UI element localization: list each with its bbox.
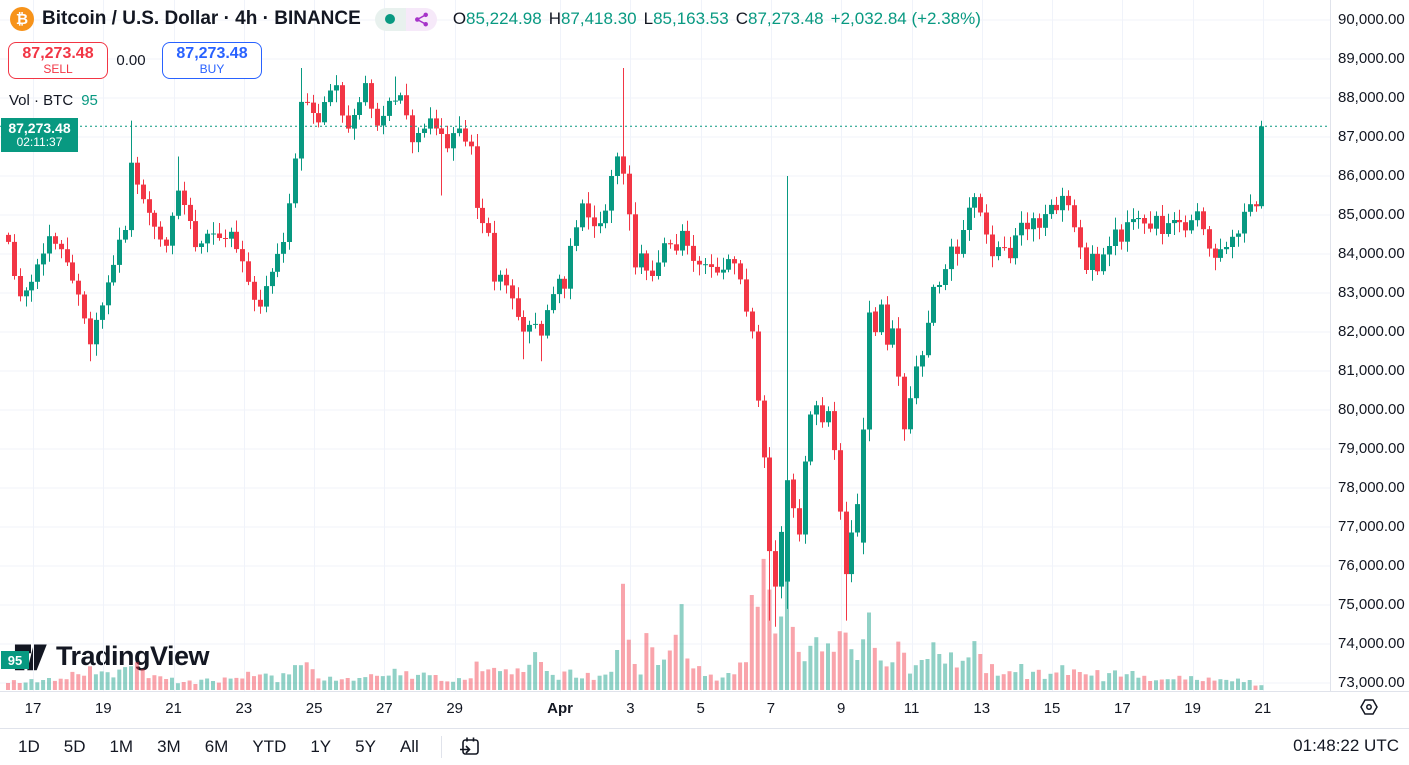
volume-legend: Vol · BTC 95 [9, 92, 98, 109]
current-price-badge: 87,273.48 02:11:37 [1, 118, 78, 152]
buy-label: BUY [199, 61, 225, 76]
price-tick: 78,000.00 [1338, 479, 1405, 496]
watermark: TradingView [14, 641, 210, 672]
ohlc-key: L [643, 9, 654, 28]
clock[interactable]: 01:48:22 UTC [1293, 736, 1399, 755]
price-tick: 74,000.00 [1338, 635, 1405, 652]
spread-value: 0.00 [116, 52, 146, 69]
goto-date-button[interactable] [458, 735, 482, 759]
price-tick: 77,000.00 [1338, 518, 1405, 535]
sell-button[interactable]: 87,273.48 SELL [8, 42, 108, 79]
ohlc-value: 87,273.48 [748, 9, 824, 28]
range-button-5y[interactable]: 5Y [355, 737, 376, 756]
ohlc-key: C [735, 9, 748, 28]
price-tick: 79,000.00 [1338, 440, 1405, 457]
time-tick: 21 [165, 700, 182, 717]
market-status-button[interactable] [374, 7, 406, 31]
price-tick: 89,000.00 [1338, 50, 1405, 67]
sell-label: SELL [43, 61, 73, 76]
price-tick: 80,000.00 [1338, 401, 1405, 418]
volume-badge: 95 [1, 651, 29, 669]
price-tick: 82,000.00 [1338, 323, 1405, 340]
time-tick: 13 [973, 700, 991, 717]
ohlc-change: +2,032.84 (+2.38%) [830, 9, 981, 28]
toolbar-divider [440, 736, 442, 758]
watermark-text: TradingView [56, 641, 210, 671]
bottom-toolbar: 1D 5D 1M 3M 6M YTD 1Y 5Y All 01:48:22 UTC [0, 728, 1409, 765]
price-tick: 84,000.00 [1338, 245, 1405, 262]
symbol-header: ₿ Bitcoin / U.S. Dollar · 4h · BINANCE O… [10, 7, 981, 31]
range-button-1y[interactable]: 1Y [310, 737, 332, 756]
time-tick: 29 [446, 700, 464, 717]
ohlc-value: 85,224.98 [466, 9, 542, 28]
share-icon [414, 12, 428, 26]
ohlc-value: 87,418.30 [560, 9, 637, 28]
range-button-6m[interactable]: 6M [204, 737, 229, 756]
price-tick: 75,000.00 [1338, 596, 1405, 613]
volume-label: Vol · BTC [9, 92, 74, 109]
price-tick: 76,000.00 [1338, 557, 1405, 574]
hexagon-settings-icon [1360, 699, 1378, 715]
price-tick: 90,000.00 [1338, 11, 1405, 28]
price-tick: 85,000.00 [1338, 206, 1405, 223]
time-tick: 11 [903, 700, 920, 717]
range-button-all[interactable]: All [399, 737, 419, 756]
market-status-dot-icon [385, 14, 396, 24]
calendar-goto-icon [459, 737, 479, 755]
time-tick: 5 [696, 700, 705, 717]
share-button[interactable] [405, 7, 437, 31]
current-price: 87,273.48 [8, 120, 71, 137]
time-tick: 15 [1043, 700, 1061, 717]
volume-value: 95 [81, 92, 98, 109]
ohlc-key: H [548, 9, 561, 28]
price-tick: 81,000.00 [1338, 362, 1405, 379]
axis-settings-button[interactable] [1358, 696, 1380, 723]
range-button-3m[interactable]: 3M [157, 737, 181, 756]
price-tick: 86,000.00 [1338, 167, 1405, 184]
status-share-pill [374, 7, 437, 31]
time-tick: 17 [1113, 700, 1131, 717]
symbol-title[interactable]: Bitcoin / U.S. Dollar · 4h · BINANCE [42, 8, 361, 29]
range-button-ytd[interactable]: YTD [252, 737, 287, 756]
time-tick: 23 [235, 700, 253, 717]
time-tick: 21 [1254, 700, 1272, 717]
bitcoin-logo-icon: ₿ [10, 7, 34, 31]
price-tick: 88,000.00 [1338, 89, 1405, 106]
price-tick: 73,000.00 [1338, 674, 1405, 691]
buy-price: 87,273.48 [176, 45, 248, 63]
time-tick: 19 [94, 700, 112, 717]
time-tick: 17 [24, 700, 42, 717]
price-tick: 83,000.00 [1338, 284, 1405, 301]
time-tick: 3 [626, 700, 635, 717]
bar-countdown: 02:11:37 [16, 135, 63, 150]
buy-button[interactable]: 87,273.48 BUY [162, 42, 262, 79]
range-button-1m[interactable]: 1M [109, 737, 134, 756]
sell-price: 87,273.48 [22, 45, 94, 63]
time-tick: 25 [305, 700, 323, 717]
chart-canvas[interactable] [0, 0, 1330, 691]
ohlc-value: 85,163.53 [653, 9, 729, 28]
price-tick: 87,000.00 [1338, 128, 1405, 145]
ohlc-legend: O85,224.98 H87,418.30 L85,163.53 C87,273.48… [453, 9, 981, 29]
date-range-switcher: 1D 5D 1M 3M 6M YTD 1Y 5Y All [18, 737, 419, 757]
time-tick: 9 [837, 700, 846, 717]
range-button-1d[interactable]: 1D [18, 737, 40, 756]
time-tick: 7 [766, 700, 776, 717]
time-tick: 19 [1184, 700, 1201, 717]
price-axis[interactable]: 90,000.00 89,000.00 88,000.00 87,000.00 86,0… [1330, 0, 1409, 691]
time-axis[interactable]: 17 19 21 23 25 27 29 Apr 3 5 7 9 11 13 15 17 19 21 [0, 691, 1409, 728]
ohlc-key: O [452, 9, 467, 28]
time-tick: 27 [376, 700, 393, 717]
time-tick: Apr [547, 700, 574, 717]
trade-panel: 87,273.48 SELL 0.00 87,273.48 BUY [8, 42, 262, 79]
range-button-5d[interactable]: 5D [63, 737, 86, 756]
